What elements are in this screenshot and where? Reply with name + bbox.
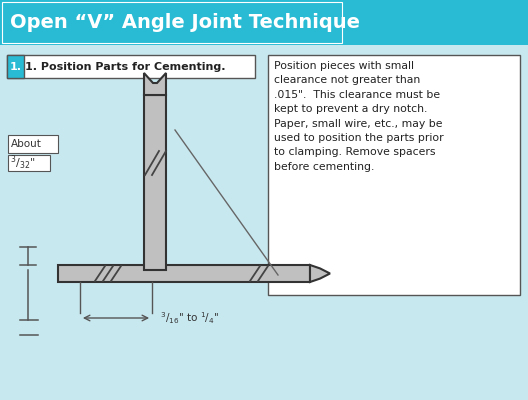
Polygon shape <box>310 265 330 282</box>
Text: $\mathregular{^3/_{32}}$": $\mathregular{^3/_{32}}$" <box>10 154 35 172</box>
Bar <box>268 55 520 295</box>
Text: $\mathregular{^3/_{16}}$" to $\mathregular{^1/_4}$": $\mathregular{^3/_{16}}$" to $\mathregul… <box>160 310 219 326</box>
Text: About: About <box>11 139 42 149</box>
Polygon shape <box>144 73 166 95</box>
Text: Position pieces with small
clearance not greater than
.015".  This clearance mus: Position pieces with small clearance not… <box>274 61 444 172</box>
Bar <box>58 265 310 282</box>
Bar <box>0 0 528 45</box>
Bar <box>8 135 58 153</box>
Text: 1.: 1. <box>10 62 22 72</box>
Bar <box>7 55 255 78</box>
Text: 1. Position Parts for Cementing.: 1. Position Parts for Cementing. <box>25 62 225 72</box>
Bar <box>8 155 50 171</box>
Bar <box>2 2 342 43</box>
Bar <box>7 55 24 78</box>
Bar <box>144 95 166 270</box>
Text: Open “V” Angle Joint Technique: Open “V” Angle Joint Technique <box>10 13 360 32</box>
